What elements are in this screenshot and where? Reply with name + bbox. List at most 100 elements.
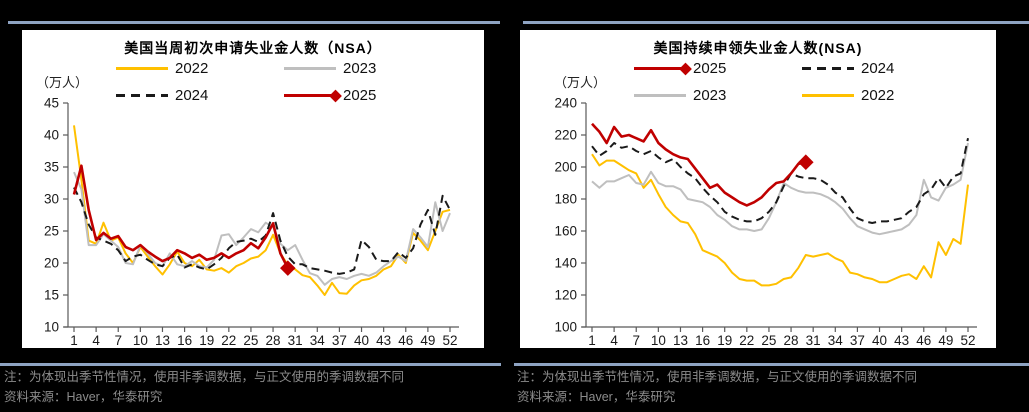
legend-label-2024: 2024 (861, 60, 895, 77)
x-tick-label: 19 (717, 333, 732, 348)
y-tick-label: 140 (554, 256, 577, 271)
x-tick-label: 25 (761, 333, 776, 348)
x-tick-label: 19 (199, 333, 214, 348)
top-rule-right (523, 21, 1029, 24)
legend-swatch-2025 (634, 62, 692, 75)
legend-swatch-2024 (116, 94, 168, 97)
series-line-2025 (591, 122, 807, 207)
y-axis-unit-label: （万人） (36, 75, 89, 90)
footnote-left: 注：为体现出季节性情况，使用非季调数据，与正文使用的季调数据不同 资料来源：Ha… (4, 367, 404, 407)
x-tick-label: 16 (177, 333, 192, 348)
legend-label-2023: 2023 (693, 87, 727, 104)
footnote-note: 注：为体现出季节性情况，使用非季调数据，与正文使用的季调数据不同 (517, 370, 918, 384)
legend-item-2022: 2022 (116, 57, 284, 80)
x-tick-label: 40 (872, 333, 887, 348)
y-tick-label: 180 (554, 192, 577, 207)
footnote-right: 注：为体现出季节性情况，使用非季调数据，与正文使用的季调数据不同 资料来源：Ha… (517, 367, 917, 407)
y-tick-label: 45 (44, 96, 59, 111)
legend-swatch-2025 (284, 89, 342, 102)
series-line-2023 (591, 142, 969, 236)
top-rule-left (8, 21, 500, 24)
bottom-rule-right (514, 363, 1029, 366)
x-tick-label: 7 (632, 333, 640, 348)
y-tick-label: 100 (554, 320, 577, 335)
legend-initial-claims: 2022 2023 2024 2025 (116, 57, 452, 107)
x-tick-label: 31 (288, 333, 303, 348)
x-tick-label: 37 (850, 333, 865, 348)
y-tick-label: 120 (554, 288, 577, 303)
series-line-2025 (72, 164, 289, 269)
legend-label-2022: 2022 (175, 60, 209, 77)
legend-label-2025: 2025 (343, 87, 377, 104)
x-tick-label: 22 (221, 333, 236, 348)
legend-item-2025: 2025 (634, 57, 802, 80)
x-tick-label: 43 (894, 333, 909, 348)
x-tick-label: 28 (266, 333, 281, 348)
legend-swatch-2024 (802, 67, 854, 70)
x-tick-label: 16 (695, 333, 710, 348)
footnote-source: 资料来源：Haver，华泰研究 (4, 390, 163, 404)
x-tick-label: 31 (806, 333, 821, 348)
y-tick-label: 25 (44, 224, 59, 239)
y-tick-label: 15 (44, 288, 59, 303)
x-tick-label: 49 (938, 333, 953, 348)
x-tick-label: 52 (442, 333, 457, 348)
y-tick-label: 10 (44, 320, 59, 335)
series-line-2024 (73, 187, 451, 275)
chart-title-continuing-claims: 美国持续申领失业金人数(NSA) (653, 40, 863, 56)
x-tick-label: 46 (398, 333, 413, 348)
legend-item-2024: 2024 (116, 84, 284, 107)
x-tick-label: 10 (651, 333, 666, 348)
series-line-2022 (591, 153, 969, 287)
x-tick-label: 4 (610, 333, 618, 348)
chart-panel-continuing-claims: 美国持续申领失业金人数(NSA) 2025 2024 2023 2022 （万人） 1… (520, 30, 996, 348)
initial-claims-line-chart: 10 15 20 25 30 35 40 45 1 4 7 10 13 16 19 22 25 28 31 34 37 4… (44, 96, 459, 348)
x-tick-label: 49 (420, 333, 435, 348)
legend-swatch-2023 (634, 94, 686, 97)
legend-label-2024: 2024 (175, 87, 209, 104)
y-tick-label: 40 (44, 128, 59, 143)
series-line-2024 (591, 137, 969, 224)
legend-item-2025: 2025 (284, 84, 452, 107)
legend-label-2023: 2023 (343, 60, 377, 77)
x-tick-label: 43 (376, 333, 391, 348)
y-tick-label: 30 (44, 192, 59, 207)
series-line-2023 (73, 171, 451, 286)
x-tick-label: 40 (354, 333, 369, 348)
y-tick-label: 20 (44, 256, 59, 271)
x-tick-label: 7 (114, 333, 122, 348)
legend-swatch-2022 (116, 67, 168, 70)
series-end-diamond-marker (798, 154, 814, 170)
x-tick-label: 1 (70, 333, 78, 348)
legend-label-2022: 2022 (861, 87, 895, 104)
x-tick-label: 25 (243, 333, 258, 348)
y-tick-label: 35 (44, 160, 59, 175)
footnote-note: 注：为体现出季节性情况，使用非季调数据，与正文使用的季调数据不同 (4, 370, 405, 384)
x-tick-label: 52 (960, 333, 975, 348)
legend-label-2025: 2025 (693, 60, 727, 77)
bottom-rule-left (0, 363, 501, 366)
y-tick-label: 240 (554, 96, 577, 111)
x-tick-label: 34 (310, 333, 326, 348)
legend-item-2022: 2022 (802, 84, 970, 107)
legend-swatch-2022 (802, 94, 854, 97)
x-tick-label: 1 (588, 333, 596, 348)
legend-continuing-claims: 2025 2024 2023 2022 (634, 57, 970, 107)
series-line-2022 (73, 125, 451, 296)
y-tick-label: 200 (554, 160, 577, 175)
y-tick-label: 220 (554, 128, 577, 143)
x-tick-label: 46 (916, 333, 931, 348)
chart-panel-initial-claims: 美国当周初次申请失业金人数（NSA） 2022 2023 2024 2025 （万人）… (22, 30, 484, 348)
x-tick-label: 22 (739, 333, 754, 348)
y-axis-unit-label: （万人） (554, 75, 607, 90)
x-tick-label: 4 (92, 333, 100, 348)
chart-title-initial-claims: 美国当周初次申请失业金人数（NSA） (124, 40, 382, 56)
legend-swatch-2023 (284, 67, 336, 70)
legend-item-2023: 2023 (634, 84, 802, 107)
x-tick-label: 13 (673, 333, 688, 348)
x-tick-label: 28 (784, 333, 799, 348)
x-tick-label: 37 (332, 333, 347, 348)
continuing-claims-line-chart: 100 120 140 160 180 200 220 240 1 4 7 10 13 16 19 22 25 2… (554, 96, 977, 348)
legend-item-2024: 2024 (802, 57, 970, 80)
x-tick-label: 34 (828, 333, 844, 348)
